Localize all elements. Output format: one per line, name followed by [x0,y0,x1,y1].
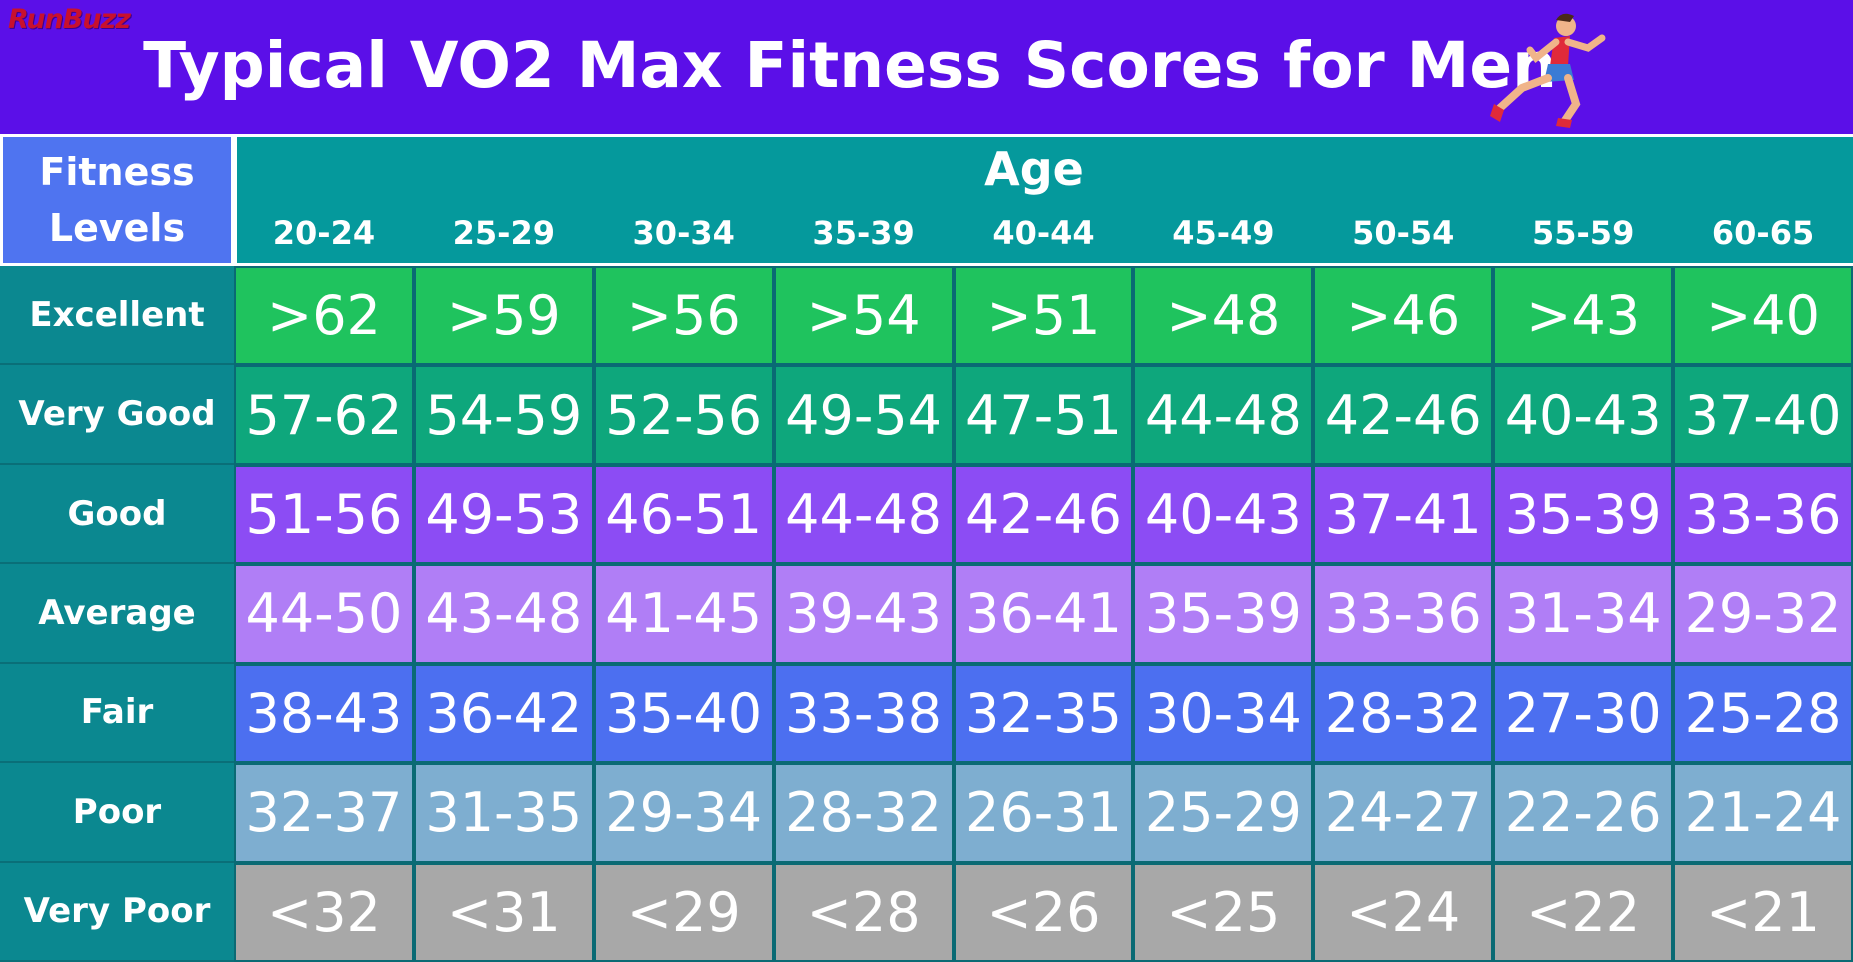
age-column-60-65: 60-65 [1711,214,1815,252]
age-column-20-24: 20-24 [272,214,376,252]
row-label-average: Average [0,564,234,664]
chart-title: Typical VO2 Max Fitness Scores for Men [143,29,1557,102]
score-cell: 36-41 [953,564,1134,664]
score-cell: 49-54 [773,365,954,465]
score-cell: 49-53 [413,464,594,565]
score-cell: >51 [953,266,1134,366]
score-cell: 40-43 [1133,464,1314,565]
score-cell: 38-43 [234,663,414,764]
score-cell: <25 [1133,862,1314,962]
score-cell: >56 [593,266,774,366]
score-cell: 35-39 [1133,564,1314,664]
row-label-fair: Fair [0,663,234,764]
score-cell: <28 [773,862,954,962]
score-cell: 22-26 [1493,763,1674,863]
score-cell: 31-35 [413,763,594,863]
score-cell: 35-39 [1493,464,1674,565]
score-cell: 44-48 [773,464,954,565]
score-cell: 25-29 [1133,763,1314,863]
score-cell: 30-34 [1133,663,1314,764]
row-label-excellent: Excellent [0,266,234,366]
score-cell: <31 [413,862,594,962]
age-column-45-49: 45-49 [1172,214,1275,252]
score-cell: 39-43 [773,564,954,664]
score-cell: 37-41 [1313,464,1494,565]
score-cell: 26-31 [953,763,1134,863]
score-cell: 33-36 [1313,564,1494,664]
score-cell: >59 [413,266,594,366]
age-header-block [234,134,1853,266]
score-cell: <26 [953,862,1134,962]
score-cell: 27-30 [1493,663,1674,764]
score-cell: >62 [234,266,414,366]
score-cell: 29-34 [593,763,774,863]
score-cell: 44-48 [1133,365,1314,465]
score-cell: >43 [1493,266,1674,366]
score-cell: 28-32 [773,763,954,863]
score-cell: <24 [1313,862,1494,962]
fitness-levels-header-text: Fitness Levels [39,150,195,250]
score-cell: >48 [1133,266,1314,366]
score-cell: 21-24 [1673,763,1853,863]
age-column-55-59: 55-59 [1531,214,1635,252]
scores-table: Fitness Levels Age 20-24 25-29 30-34 35-39 4… [0,134,1853,962]
score-cell: 32-37 [234,763,414,863]
row-label-very-good: Very Good [0,365,234,465]
score-cell: <29 [593,862,774,962]
score-cell: 31-34 [1493,564,1674,664]
score-cell: 57-62 [234,365,414,465]
score-cell: 52-56 [593,365,774,465]
score-cell: 46-51 [593,464,774,565]
score-cell: <22 [1493,862,1674,962]
title-banner: RunBuzz Typical VO2 Max Fitness Scores f… [0,0,1853,134]
row-label-poor: Poor [0,763,234,863]
score-cell: 32-35 [953,663,1134,764]
score-cell: 54-59 [413,365,594,465]
age-header: Age [984,142,1084,196]
score-cell: <21 [1673,862,1853,962]
score-cell: >46 [1313,266,1494,366]
score-cell: >40 [1673,266,1853,366]
score-cell: 43-48 [413,564,594,664]
score-cell: 24-27 [1313,763,1494,863]
score-cell: 37-40 [1673,365,1853,465]
score-cell: 42-46 [953,464,1134,565]
score-cell: 42-46 [1313,365,1494,465]
score-cell: 29-32 [1673,564,1853,664]
score-cell: 51-56 [234,464,414,565]
row-label-good: Good [0,464,234,565]
score-cell: 35-40 [593,663,774,764]
score-cell: >54 [773,266,954,366]
score-cell: 33-38 [773,663,954,764]
score-cell: 40-43 [1493,365,1674,465]
fitness-levels-header: Fitness Levels [0,134,234,266]
score-cell: 47-51 [953,365,1134,465]
score-cell: 25-28 [1673,663,1853,764]
runner-icon [1490,13,1606,128]
score-cell: <32 [234,862,414,962]
score-cell: 33-36 [1673,464,1853,565]
age-column-35-39: 35-39 [812,214,915,252]
runbuzz-logo: RunBuzz [8,4,131,35]
age-column-50-54: 50-54 [1352,214,1455,252]
row-label-very-poor: Very Poor [0,862,234,962]
score-cell: 28-32 [1313,663,1494,764]
age-column-25-29: 25-29 [452,214,555,252]
score-cell: 41-45 [593,564,774,664]
age-column-40-44: 40-44 [992,214,1095,252]
score-cell: 44-50 [234,564,414,664]
age-column-30-34: 30-34 [632,214,735,252]
score-cell: 36-42 [413,663,594,764]
